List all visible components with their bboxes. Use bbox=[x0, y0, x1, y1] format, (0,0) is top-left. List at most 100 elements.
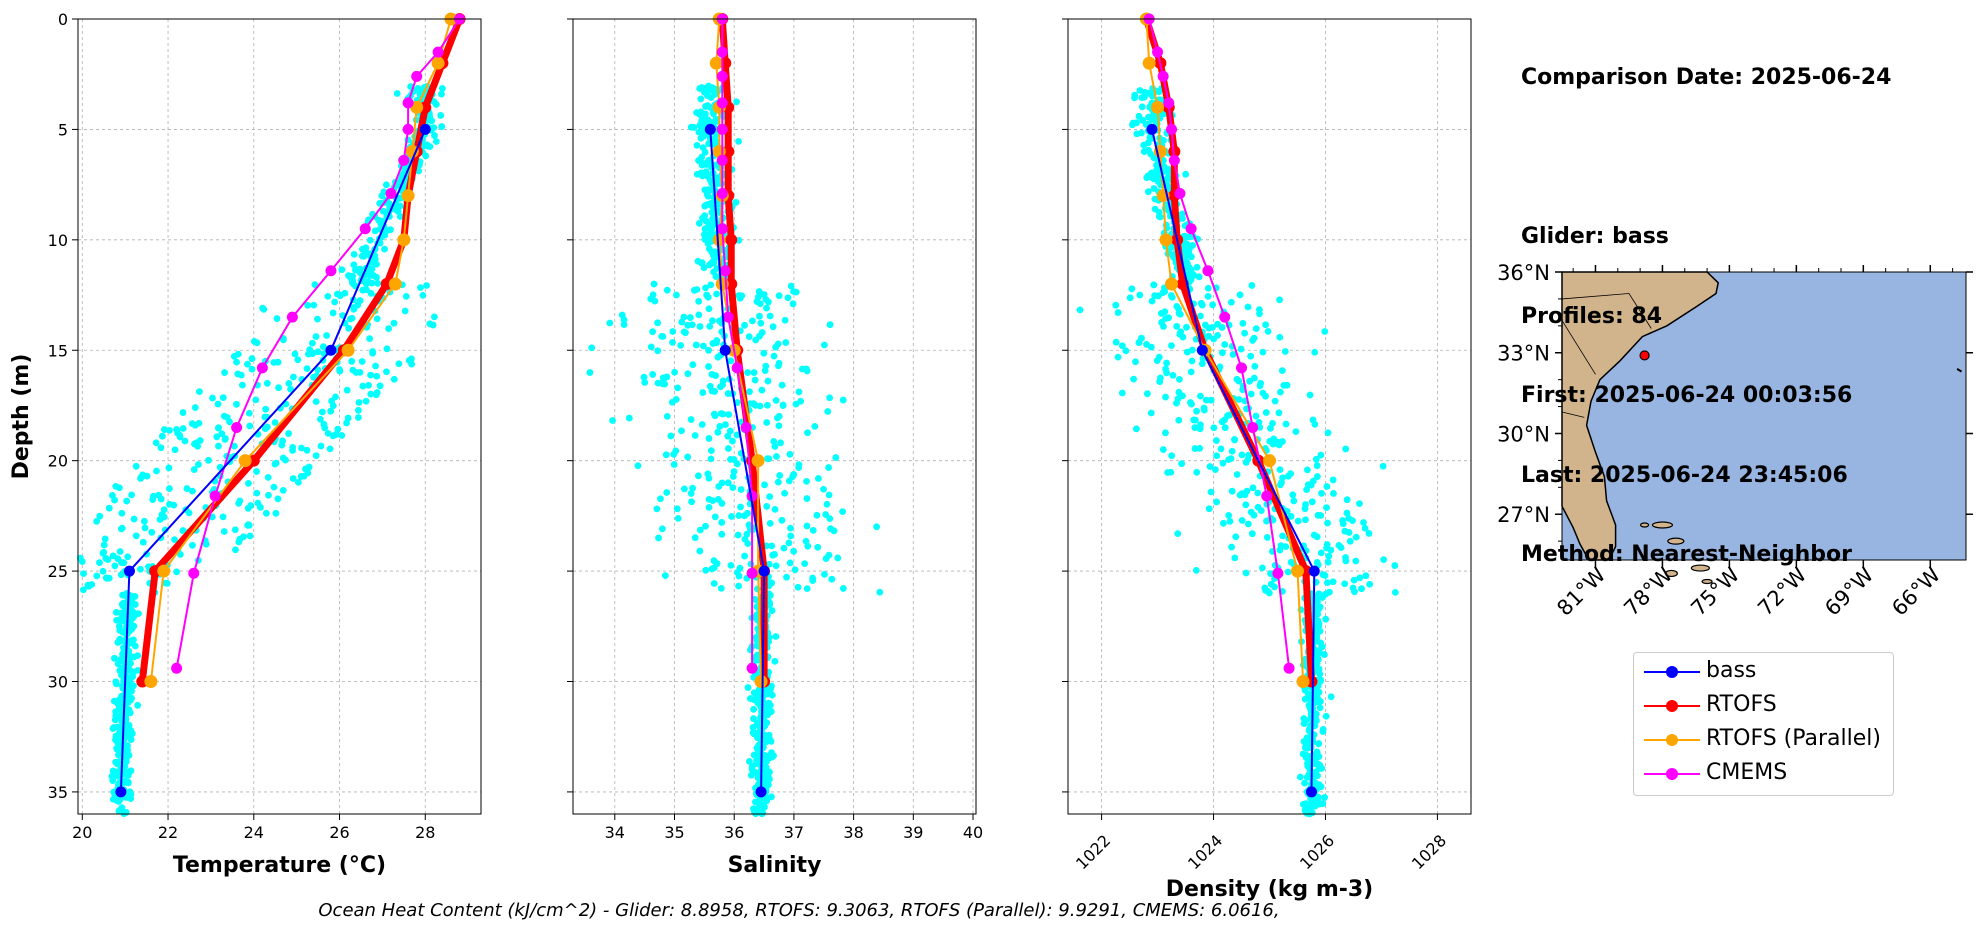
scatter-point bbox=[373, 372, 381, 380]
scatter-point bbox=[1162, 393, 1169, 401]
scatter-point bbox=[401, 307, 409, 315]
scatter-point bbox=[112, 768, 119, 776]
scatter-point bbox=[183, 485, 191, 492]
scatter-point bbox=[1335, 541, 1343, 549]
scatter-point bbox=[1263, 534, 1271, 541]
scatter-point bbox=[1342, 554, 1349, 561]
scatter-point bbox=[1168, 293, 1176, 301]
scatter-point bbox=[825, 491, 833, 499]
scatter-point bbox=[695, 128, 703, 136]
scatter-point bbox=[326, 445, 334, 453]
scatter-point bbox=[734, 531, 742, 539]
scatter-point bbox=[80, 570, 87, 578]
scatter-point bbox=[1160, 136, 1167, 144]
series-point-rtofs-parallel bbox=[397, 233, 411, 247]
scatter-point bbox=[221, 435, 229, 442]
scatter-point bbox=[1262, 409, 1270, 416]
scatter-point bbox=[260, 305, 268, 313]
scatter-point bbox=[1159, 446, 1167, 453]
scatter-point bbox=[1238, 517, 1246, 524]
scatter-point bbox=[1210, 424, 1218, 432]
scatter-point bbox=[702, 284, 709, 292]
scatter-point bbox=[753, 585, 761, 593]
scatter-point bbox=[659, 374, 667, 382]
series-point-rtofs-parallel bbox=[388, 277, 402, 291]
scatter-point bbox=[1239, 319, 1247, 327]
scatter-point bbox=[125, 751, 133, 759]
scatter-point bbox=[1316, 704, 1324, 712]
scatter-point bbox=[825, 464, 833, 471]
scatter-point bbox=[1242, 459, 1250, 466]
series-glider-density bbox=[1146, 123, 1320, 798]
scatter-point bbox=[261, 413, 269, 421]
scatter-point bbox=[670, 461, 678, 468]
scatter-point bbox=[657, 495, 664, 503]
scatter-point bbox=[218, 430, 226, 438]
scatter-point bbox=[1313, 462, 1321, 470]
series-glider-salinity bbox=[704, 123, 770, 798]
scatter-point bbox=[826, 321, 834, 329]
scatter-point bbox=[1250, 374, 1258, 382]
scatter-point bbox=[215, 442, 222, 450]
scatter-point bbox=[99, 567, 107, 575]
scatter-point bbox=[373, 273, 380, 281]
y-tick-label: 15 bbox=[48, 341, 68, 360]
scatter-point bbox=[215, 424, 222, 432]
scatter-point bbox=[815, 475, 822, 482]
scatter-point bbox=[1314, 598, 1321, 606]
scatter-point bbox=[713, 290, 720, 298]
scatter-point bbox=[672, 447, 680, 455]
x-tick-label: 35 bbox=[664, 823, 684, 842]
scatter-point bbox=[769, 323, 777, 331]
scatter-point bbox=[827, 525, 834, 533]
scatter-point bbox=[735, 137, 742, 145]
scatter-point bbox=[1150, 281, 1158, 289]
scatter-point bbox=[350, 250, 358, 258]
scatter-point bbox=[702, 566, 710, 574]
scatter-point bbox=[336, 366, 343, 373]
scatter-point bbox=[379, 207, 387, 215]
scatter-point bbox=[329, 309, 337, 317]
scatter-point bbox=[650, 280, 658, 288]
scatter-point bbox=[1210, 335, 1218, 343]
scatter-point bbox=[1162, 429, 1169, 437]
scatter-point bbox=[707, 447, 715, 455]
scatter-point bbox=[291, 350, 299, 358]
scatter-point bbox=[338, 266, 346, 273]
scatter-point bbox=[1130, 375, 1137, 383]
scatter-point bbox=[775, 362, 782, 370]
scatter-point bbox=[1317, 639, 1325, 647]
scatter-point bbox=[152, 439, 160, 447]
scatter-point bbox=[1213, 452, 1221, 460]
series-point-rtofs-parallel bbox=[1142, 56, 1156, 70]
scatter-point bbox=[704, 172, 711, 180]
panel-salinity: 34 35 36 37 38 39 40 Salinity bbox=[567, 12, 983, 878]
scatter-point bbox=[1301, 695, 1309, 703]
scatter-point bbox=[231, 526, 239, 534]
scatter-point bbox=[689, 361, 697, 369]
scatter-point bbox=[270, 483, 278, 491]
scatter-point bbox=[248, 355, 256, 362]
scatter-point bbox=[1300, 720, 1308, 727]
scatter-point bbox=[1356, 574, 1364, 582]
scatter-point bbox=[1311, 348, 1319, 356]
series-point-cmems bbox=[286, 311, 298, 323]
scatter-point bbox=[697, 134, 705, 142]
scatter-point bbox=[1280, 381, 1288, 389]
scatter-point bbox=[150, 492, 157, 500]
scatter-point bbox=[374, 279, 382, 287]
scatter-point bbox=[1209, 323, 1216, 331]
scatter-point bbox=[140, 517, 148, 525]
scatter-point bbox=[1226, 517, 1234, 525]
scatter-point bbox=[1148, 297, 1156, 305]
scatter-point bbox=[756, 402, 764, 410]
scatter-point bbox=[1179, 215, 1186, 222]
series-point-glider bbox=[1308, 565, 1320, 577]
scatter-point bbox=[314, 315, 321, 323]
scatter-point bbox=[160, 426, 168, 433]
scatter-point bbox=[1330, 490, 1337, 497]
scatter-point bbox=[317, 415, 324, 423]
series-point-rtofs-parallel bbox=[709, 56, 723, 70]
scatter-point bbox=[687, 416, 695, 423]
scatter-point bbox=[263, 379, 271, 387]
